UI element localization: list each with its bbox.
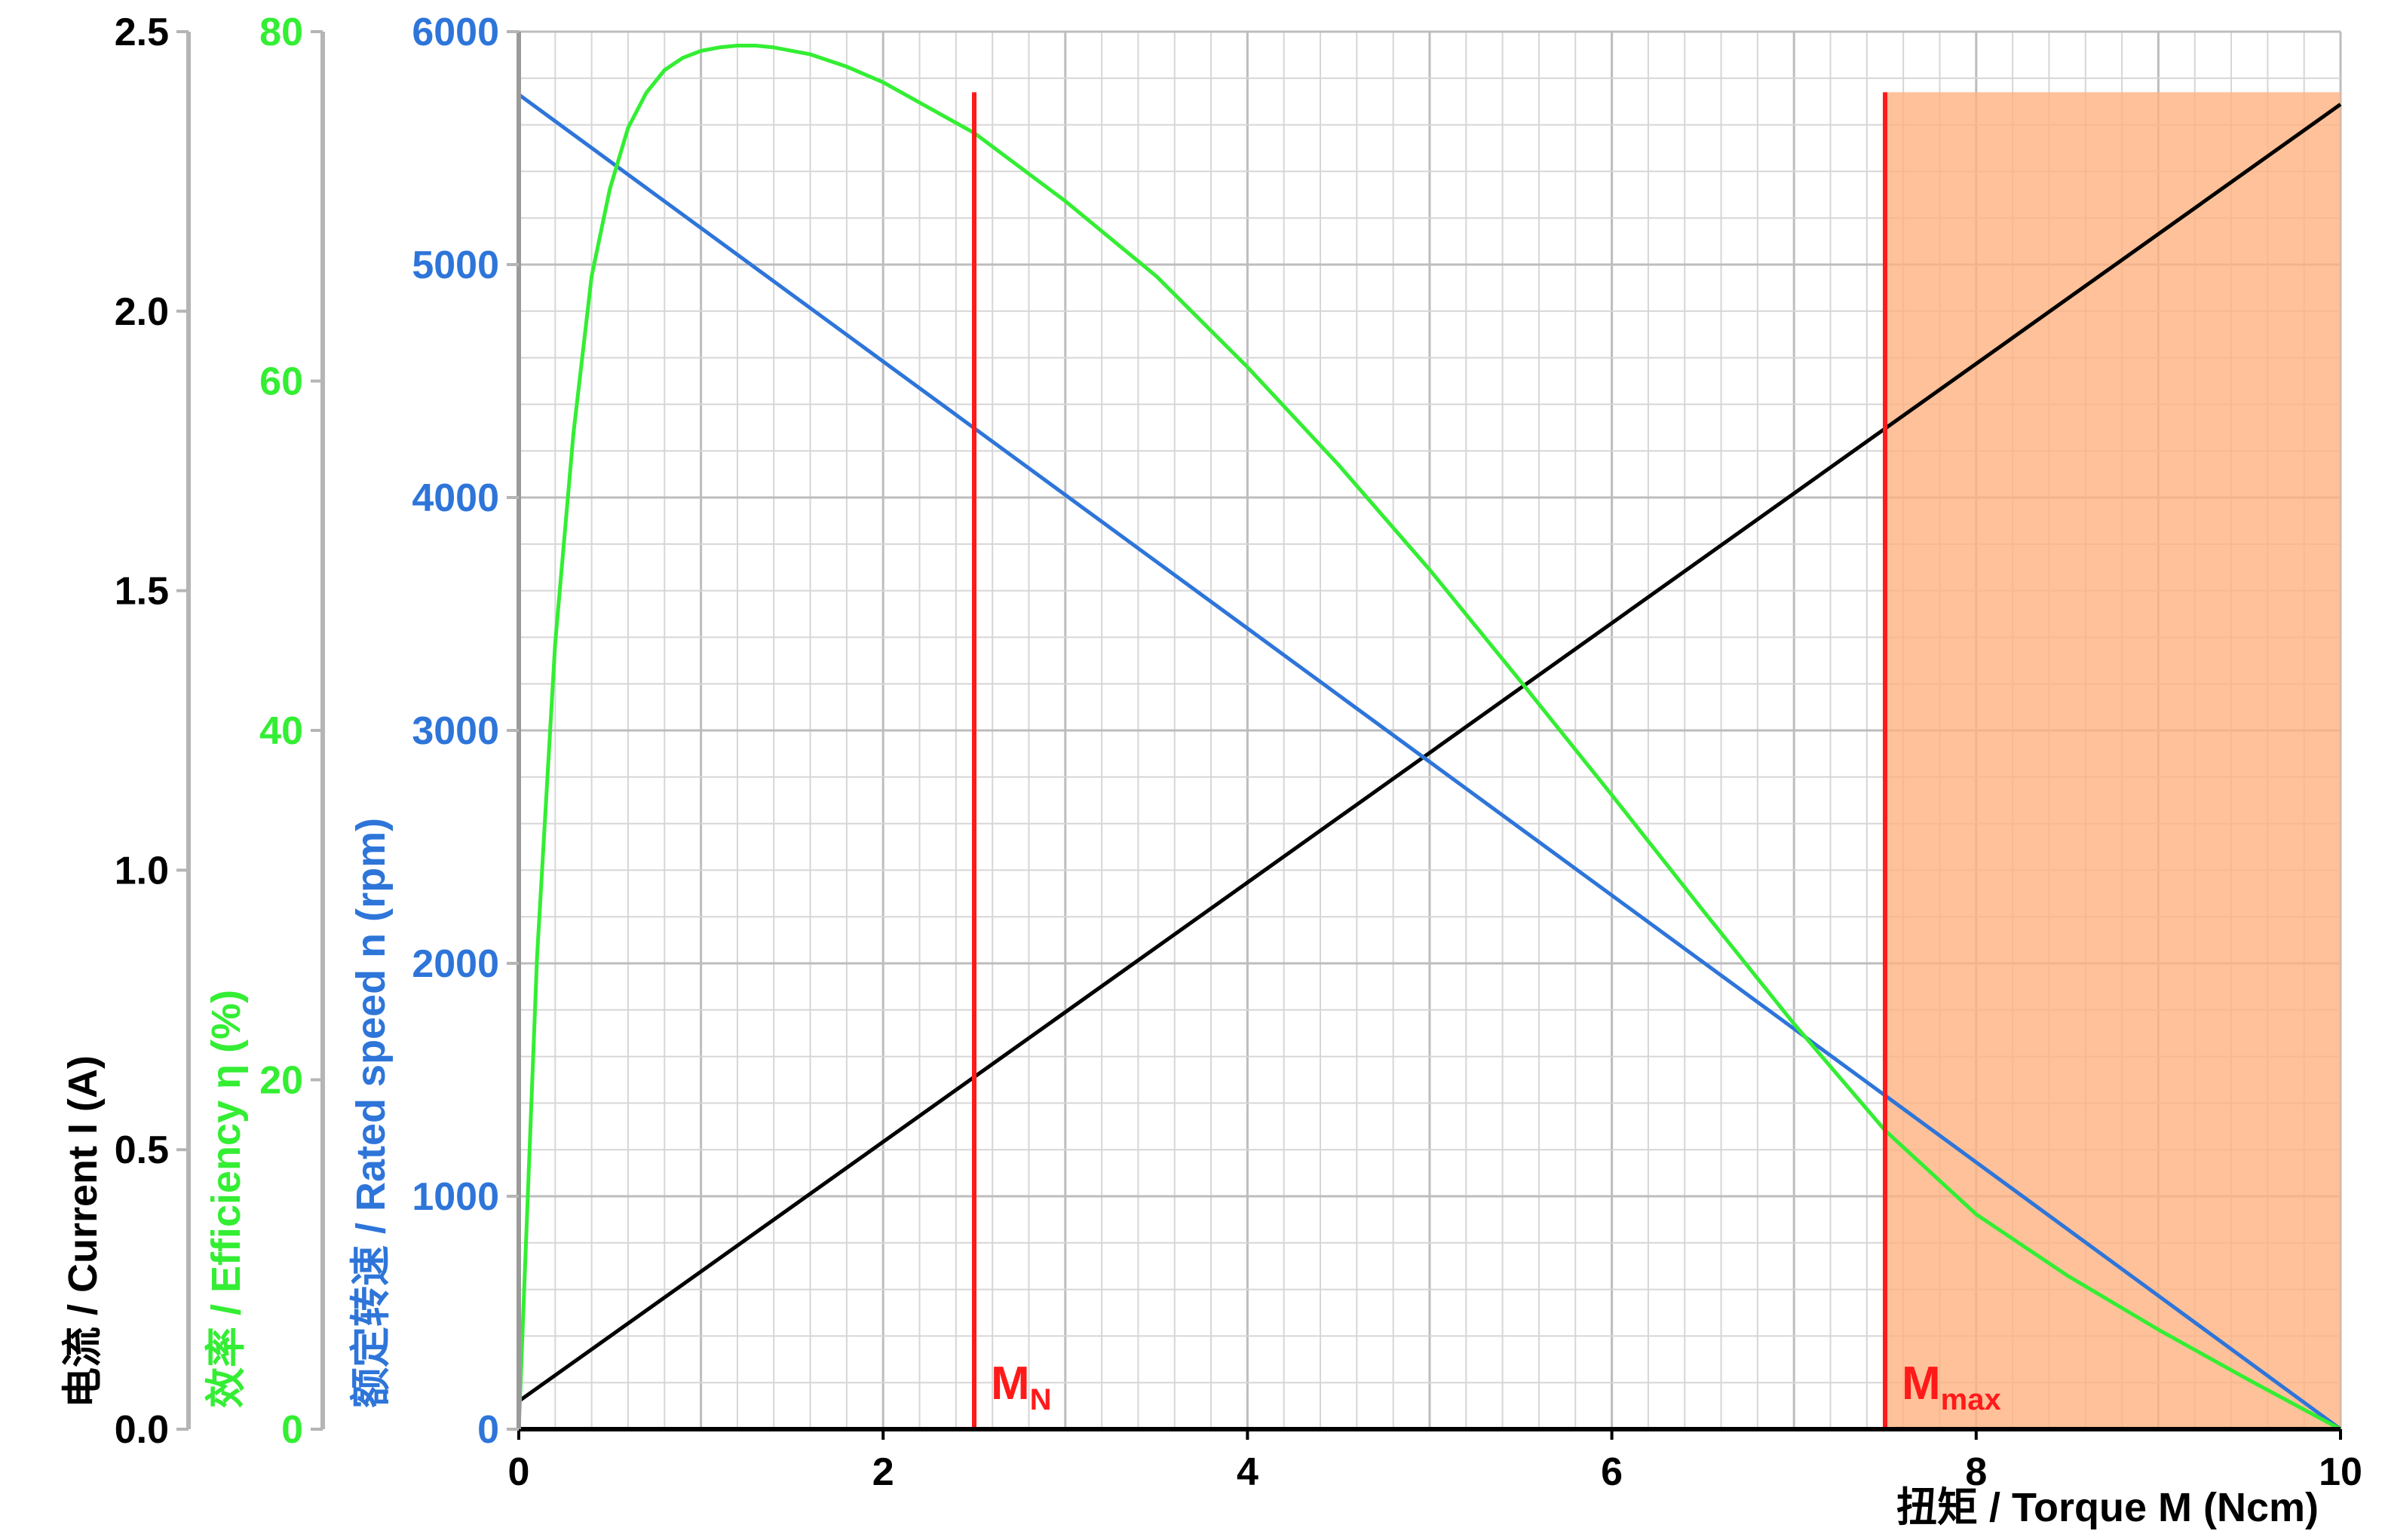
current-tick-label: 0.5 <box>115 1128 169 1172</box>
efficiency-tick-label: 60 <box>259 360 303 404</box>
x-tick-label: 0 <box>508 1450 530 1494</box>
efficiency-tick-label: 20 <box>259 1059 303 1103</box>
current-axis-title: 电流 / Current I (A) <box>60 1055 106 1408</box>
x-tick-label: 4 <box>1237 1450 1258 1494</box>
current-curve <box>517 103 2342 1403</box>
speed-tick-label: 4000 <box>412 476 499 520</box>
speed-tick-label: 0 <box>477 1408 499 1452</box>
speed-curve <box>517 93 2342 1431</box>
efficiency-axis-title: 效率 / Efficiency η (%) <box>204 990 249 1408</box>
x-tick-label: 6 <box>1601 1450 1623 1494</box>
current-tick-label: 1.0 <box>115 849 169 892</box>
speed-tick-label: 3000 <box>412 709 499 753</box>
current-tick-label: 1.5 <box>115 570 169 614</box>
x-tick-label: 2 <box>872 1450 894 1494</box>
speed-axis-title: 额定转速 / Rated speed n (rpm) <box>348 818 394 1408</box>
speed-tick-label: 1000 <box>412 1175 499 1219</box>
torque-markers: MN Mmax <box>972 92 2001 1429</box>
efficiency-curve <box>517 44 2342 1431</box>
overload-region <box>1885 92 2341 1430</box>
speed-tick-label: 6000 <box>412 11 499 54</box>
marker-label-N: MN <box>991 1358 1052 1416</box>
speed-tick-label: 2000 <box>412 942 499 986</box>
series-lines <box>517 44 2342 1431</box>
x-tick-label: 10 <box>2319 1450 2362 1494</box>
current-tick-label: 2.5 <box>115 11 169 54</box>
axis-titles: 电流 / Current I (A) 效率 / Efficiency η (%)… <box>60 818 2319 1530</box>
speed-tick-label: 5000 <box>412 243 499 287</box>
current-tick-label: 2.0 <box>115 290 169 334</box>
marker-label-max: Mmax <box>1902 1358 2001 1416</box>
efficiency-tick-label: 40 <box>259 709 303 753</box>
x-tick-label: 8 <box>1965 1450 1987 1494</box>
axes: 0 2 4 6 8 10 0.0 0.5 1.0 1.5 2.0 2.5 0 20 40 60 80 0 1000 2… <box>115 11 2362 1494</box>
efficiency-tick-label: 80 <box>259 11 303 54</box>
overload-shaded-area <box>1885 92 2341 1430</box>
x-axis-title: 扭矩 / Torque M (Ncm) <box>1896 1485 2319 1530</box>
current-tick-label: 0.0 <box>115 1408 169 1452</box>
efficiency-tick-label: 0 <box>281 1408 303 1452</box>
